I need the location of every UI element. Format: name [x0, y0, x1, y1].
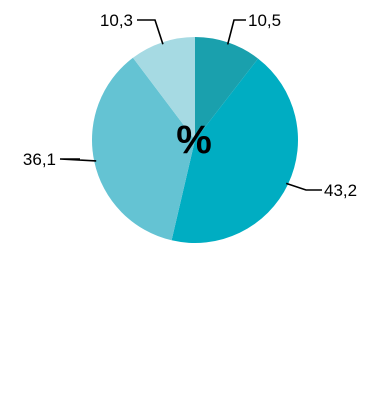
pie-slice [171, 58, 298, 243]
pie-slice [132, 37, 195, 140]
label-leaders [59, 19, 322, 191]
pie-slices [91, 37, 298, 243]
slice-value-label: 43,2 [324, 181, 357, 200]
label-leader-line [59, 158, 97, 162]
label-leader-line [285, 182, 322, 191]
slice-value-label: 10,5 [248, 11, 281, 30]
center-percent-label: % [176, 118, 212, 162]
label-leader-line [226, 19, 246, 45]
label-leader-line [137, 19, 164, 45]
pie-slice [91, 57, 195, 241]
data-labels: 10,5 43,2 36,1 10,3 [23, 11, 357, 200]
slice-value-label: 10,3 [100, 11, 133, 30]
pie-slice [195, 37, 259, 140]
slice-value-label: 36,1 [23, 150, 56, 169]
